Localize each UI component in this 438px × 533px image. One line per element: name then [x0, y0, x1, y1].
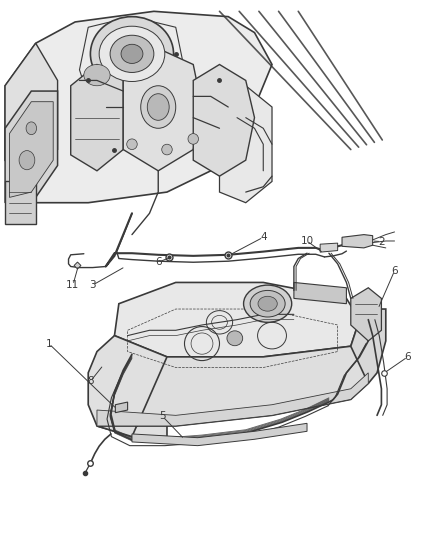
Text: 2: 2: [377, 237, 384, 247]
Ellipse shape: [147, 94, 169, 120]
Text: 3: 3: [89, 280, 95, 290]
Text: 8: 8: [87, 376, 93, 386]
Polygon shape: [10, 102, 53, 197]
Polygon shape: [88, 336, 166, 437]
Ellipse shape: [26, 122, 36, 135]
Polygon shape: [5, 43, 57, 187]
Text: 6: 6: [155, 257, 161, 267]
Polygon shape: [71, 64, 123, 171]
Polygon shape: [97, 346, 367, 437]
Polygon shape: [5, 11, 272, 203]
Text: 1: 1: [46, 338, 52, 349]
Ellipse shape: [187, 134, 198, 144]
Ellipse shape: [99, 26, 164, 82]
Polygon shape: [350, 309, 385, 383]
Ellipse shape: [127, 139, 137, 150]
Text: 5: 5: [159, 411, 166, 422]
Text: 10: 10: [300, 236, 313, 246]
Text: 11: 11: [66, 280, 79, 290]
Polygon shape: [115, 402, 127, 413]
Polygon shape: [123, 49, 201, 171]
Polygon shape: [97, 373, 367, 426]
Polygon shape: [350, 288, 381, 341]
Ellipse shape: [141, 86, 175, 128]
Polygon shape: [114, 282, 359, 357]
Ellipse shape: [161, 144, 172, 155]
Text: 6: 6: [390, 266, 397, 276]
Polygon shape: [341, 235, 372, 248]
Text: 4: 4: [259, 232, 266, 243]
Ellipse shape: [243, 285, 291, 322]
Polygon shape: [193, 64, 254, 176]
Polygon shape: [293, 282, 346, 304]
Polygon shape: [5, 181, 35, 224]
Ellipse shape: [226, 331, 242, 346]
Ellipse shape: [90, 17, 173, 91]
Ellipse shape: [84, 64, 110, 86]
Polygon shape: [219, 86, 272, 203]
Ellipse shape: [110, 35, 153, 72]
Ellipse shape: [250, 290, 285, 317]
Text: 6: 6: [403, 352, 410, 362]
Ellipse shape: [258, 296, 277, 311]
Ellipse shape: [121, 44, 143, 63]
Ellipse shape: [19, 151, 35, 169]
Polygon shape: [5, 91, 57, 203]
Polygon shape: [132, 423, 306, 446]
Polygon shape: [319, 243, 337, 252]
